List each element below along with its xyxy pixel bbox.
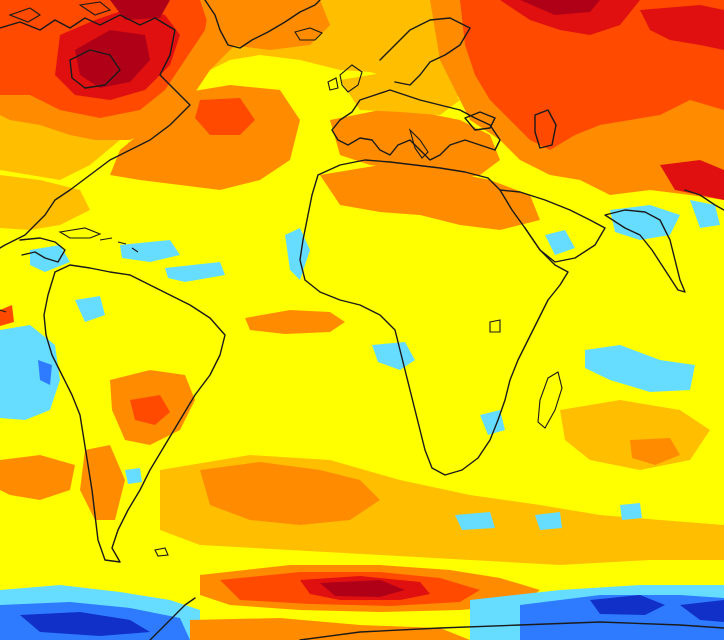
anomaly-chile-orange [80, 445, 125, 520]
coast-falklands [154, 547, 169, 557]
coast-madagascar [537, 371, 563, 429]
anomaly-antarctic-darkcore [320, 580, 405, 597]
coast-cuba [58, 227, 102, 239]
coast-arctic-isle-2 [78, 1, 112, 16]
anomaly-eurasia-red [460, 0, 724, 150]
coast-black-sea [464, 111, 496, 131]
coast-arabia [499, 189, 606, 263]
coast-ireland [327, 77, 339, 91]
anomaly-bay-cyan [690, 200, 720, 228]
anomaly-gulf-cyan [30, 245, 70, 272]
anomaly-indian-cyan-small [535, 512, 562, 530]
anomaly-north-atlantic-red [195, 98, 255, 135]
coast-india [604, 209, 686, 293]
coast-caribbean-isles [99, 237, 139, 253]
coast-iceland [294, 27, 323, 41]
coast-europe-main [331, 89, 501, 161]
anomaly-angola-cyan [372, 342, 415, 370]
anomaly-canada-north-core [110, 0, 170, 20]
coast-greenland [204, 0, 321, 49]
anomaly-south-atlantic-cyan [455, 512, 495, 530]
anomaly-peru-red [0, 305, 14, 326]
anomaly-south-atlantic-orange [200, 462, 380, 525]
anomaly-southeast-deepblue [590, 595, 665, 615]
coast-asia-east [684, 189, 724, 211]
coast-south-america [43, 264, 226, 563]
anomaly-china-red [660, 160, 724, 200]
anomaly-usa-light [0, 175, 90, 230]
anomaly-indian-cyan-streak [585, 345, 695, 392]
anomaly-greenland-orange [200, 0, 330, 50]
anomaly-sa-east-cyan [75, 296, 105, 322]
coast-scandinavia [379, 17, 471, 86]
coast-british-isles [339, 64, 363, 93]
anomaly-ethiopia-cyan [545, 230, 575, 255]
anomaly-south-orange-edge [190, 618, 470, 640]
anomaly-caribbean-cyan [120, 240, 180, 262]
anomaly-tropical-atlantic-cyan [165, 262, 225, 282]
anomaly-indian-cyan-small-2 [620, 503, 642, 520]
coast-florida-gulf [19, 237, 66, 263]
coast-antarctica [299, 621, 724, 640]
anomaly-indian-orange-core [630, 438, 680, 465]
coast-caspian [534, 109, 557, 149]
anomaly-southeast-blue [520, 595, 724, 640]
anomaly-southeast-deepblue-2 [680, 600, 724, 622]
anomaly-north-atlantic-orange [110, 85, 300, 190]
anomaly-east-pacific-cyan [0, 325, 60, 420]
anomaly-uruguay-cyan [125, 468, 142, 484]
anomaly-siberia-core [520, 0, 600, 15]
coast-italy [408, 128, 429, 159]
coast-lake-victoria [489, 319, 501, 333]
anomaly-southern-deepblue-band [20, 612, 150, 636]
coast-arctic-isle-1 [8, 7, 42, 23]
coast-hudson-bay [69, 49, 121, 89]
anomaly-arabian-cyan [610, 205, 680, 240]
anomaly-russia-red [640, 5, 724, 50]
coast-north-america [0, 14, 191, 249]
coast-africa [299, 159, 569, 476]
anomaly-siberia-darkred [500, 0, 640, 35]
anomaly-mediterranean-light [340, 70, 460, 115]
anomaly-west-africa-cyan [285, 228, 310, 280]
anomaly-atlantic-streak [245, 310, 345, 334]
anomaly-brazil-red [130, 395, 170, 425]
coast-antarctic-peninsula [149, 597, 196, 640]
coast-galapagos [0, 309, 7, 313]
anomaly-east-pacific-blue [38, 360, 52, 385]
anomaly-south-pacific-orange [0, 455, 75, 500]
anomaly-sahara-orange [320, 165, 540, 230]
